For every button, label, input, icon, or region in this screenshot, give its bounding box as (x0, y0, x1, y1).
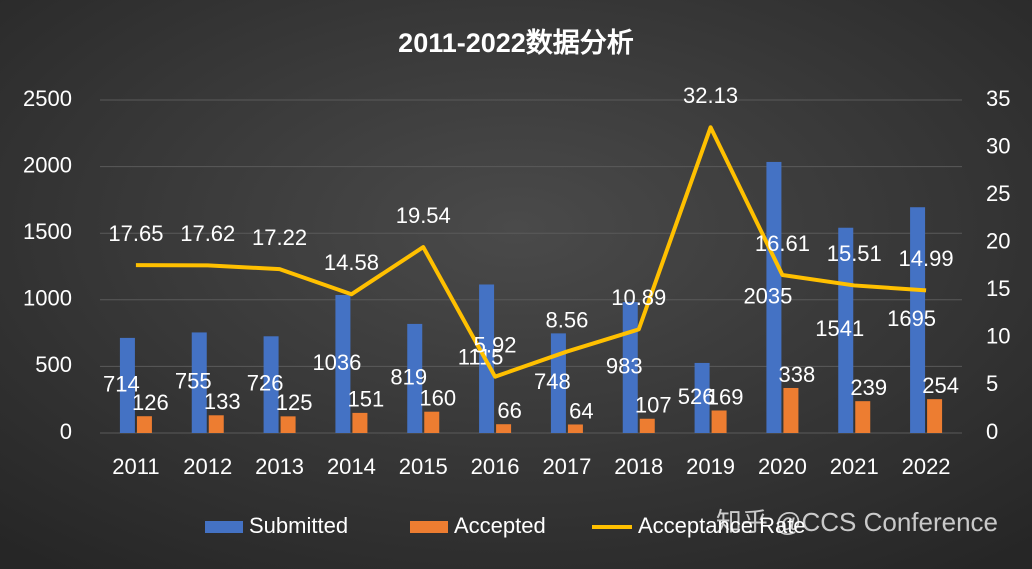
line-label: 17.22 (252, 225, 307, 250)
data-label: 239 (850, 375, 887, 400)
y2-tick-label: 25 (986, 181, 1010, 206)
bar (424, 411, 440, 433)
x-tick-label: 2018 (614, 454, 663, 479)
line-label: 17.62 (180, 221, 235, 246)
y-tick-label: 0 (60, 419, 72, 444)
y-tick-label: 1000 (23, 286, 72, 311)
data-label: 526 (678, 384, 715, 409)
data-label: 1541 (815, 316, 864, 341)
x-tick-label: 2015 (399, 454, 448, 479)
y2-tick-label: 15 (986, 276, 1010, 301)
legend-label: Acceptance Rate (638, 513, 806, 538)
x-tick-label: 2013 (255, 454, 304, 479)
x-tick-label: 2012 (183, 454, 232, 479)
data-label: 338 (779, 362, 816, 387)
y2-tick-label: 35 (986, 86, 1010, 111)
bar (191, 332, 207, 433)
data-label: 2035 (743, 283, 792, 308)
data-label: 126 (132, 390, 169, 415)
data-label: 160 (419, 386, 456, 411)
x-tick-label: 2022 (902, 454, 951, 479)
bar (766, 161, 782, 434)
y2-tick-label: 20 (986, 229, 1010, 254)
line-label: 17.65 (108, 221, 163, 246)
data-label: 64 (569, 398, 593, 423)
bar (550, 333, 566, 433)
data-label: 819 (390, 364, 427, 389)
watermark: 知乎 @CCS Conference (716, 507, 998, 537)
data-label: 748 (534, 369, 571, 394)
y2-tick-label: 0 (986, 419, 998, 444)
bar (208, 415, 224, 433)
legend-label: Submitted (249, 513, 348, 538)
x-tick-label: 2019 (686, 454, 735, 479)
x-tick-label: 2017 (542, 454, 591, 479)
bar (280, 416, 296, 433)
bar (263, 336, 279, 433)
data-label: 254 (922, 373, 959, 398)
line-label: 8.56 (546, 307, 589, 332)
y-tick-label: 1500 (23, 219, 72, 244)
data-label: 133 (204, 389, 241, 414)
line-label: 15.51 (827, 241, 882, 266)
line-label: 5.92 (474, 332, 517, 357)
bar (838, 227, 854, 433)
data-label: 151 (348, 387, 385, 412)
data-label: 714 (103, 371, 140, 396)
data-label: 726 (247, 370, 284, 395)
y2-tick-label: 10 (986, 324, 1010, 349)
y2-tick-label: 5 (986, 371, 998, 396)
y2-tick-label: 30 (986, 133, 1010, 158)
data-label: 66 (497, 398, 521, 423)
y-tick-label: 500 (35, 352, 72, 377)
bar (352, 412, 368, 433)
chart-title: 2011-2022数据分析 (398, 28, 634, 58)
line (135, 125, 927, 379)
bar (567, 424, 583, 433)
bar (855, 401, 871, 433)
bar (496, 424, 512, 433)
bar (694, 362, 710, 433)
legend-swatch (205, 521, 243, 533)
y-tick-label: 2500 (23, 86, 72, 111)
line-label: 19.54 (396, 203, 451, 228)
data-label: 1036 (312, 350, 361, 375)
line-label: 10.89 (611, 285, 666, 310)
x-tick-label: 2020 (758, 454, 807, 479)
bar (927, 399, 943, 433)
line-label: 16.61 (755, 231, 810, 256)
bar (407, 323, 423, 433)
x-tick-label: 2014 (327, 454, 376, 479)
data-label: 125 (276, 390, 313, 415)
line-label: 14.99 (899, 246, 954, 271)
line-label: 14.58 (324, 250, 379, 275)
legend-label: Accepted (454, 513, 546, 538)
bar (783, 387, 799, 433)
data-label: 755 (175, 369, 212, 394)
bar (910, 207, 926, 433)
data-label: 1695 (887, 306, 936, 331)
line-label: 32.13 (683, 83, 738, 108)
bar (335, 295, 351, 433)
x-tick-label: 2021 (830, 454, 879, 479)
x-tick-label: 2011 (112, 454, 159, 479)
data-label: 107 (635, 393, 672, 418)
bar (639, 418, 655, 433)
x-tick-label: 2016 (471, 454, 520, 479)
bar (119, 337, 135, 433)
bar (711, 410, 727, 433)
data-label: 169 (707, 384, 744, 409)
data-label: 983 (606, 353, 643, 378)
y-tick-label: 2000 (23, 152, 72, 177)
bar (136, 416, 152, 433)
legend-swatch (410, 521, 448, 533)
